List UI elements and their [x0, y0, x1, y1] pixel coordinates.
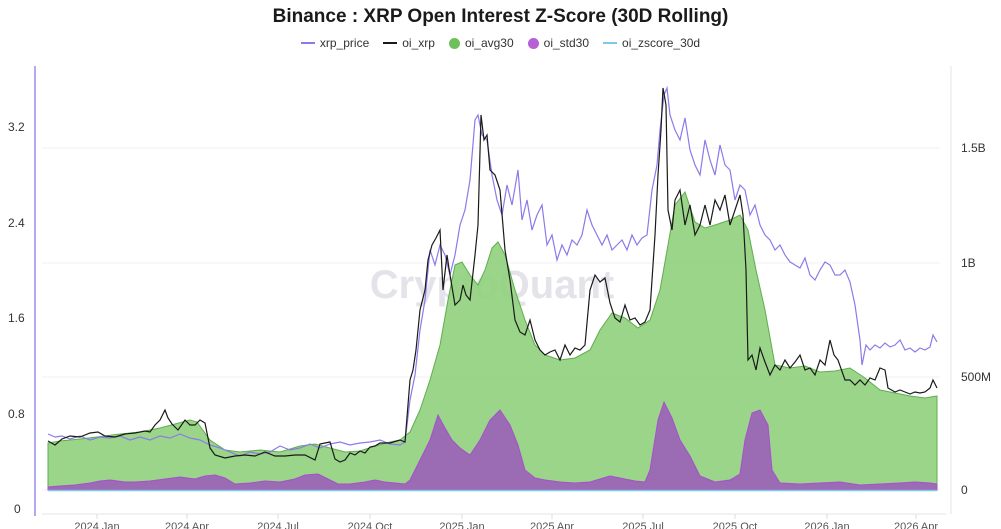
dot-swatch-icon [527, 37, 539, 49]
legend-label: oi_std30 [543, 36, 590, 50]
x-tick: 2024 Apr [165, 521, 209, 529]
legend-item-oi-zscore-30d[interactable]: oi_zscore_30d [603, 36, 700, 50]
x-tick: 2025 Oct [713, 521, 758, 529]
legend-item-oi-xrp[interactable]: oi_xrp [383, 36, 435, 50]
x-tick: 2025 Jul [622, 521, 664, 529]
legend-label: oi_avg30 [464, 36, 514, 50]
legend-item-oi-std30[interactable]: oi_std30 [527, 36, 590, 50]
legend-label: oi_zscore_30d [622, 36, 701, 50]
x-tick: 2026 Jan [804, 521, 849, 529]
chart-title: Binance : XRP Open Interest Z-Score (30D… [272, 6, 729, 27]
x-tick: 2025 Jan [439, 521, 484, 529]
line-swatch-icon [300, 42, 315, 44]
legend-item-xrp-price[interactable]: xrp_price [300, 36, 370, 50]
left-tick: 2.4 [8, 216, 25, 230]
oi-xrp-line [47, 87, 938, 463]
line-swatch-icon [383, 42, 398, 44]
x-tick: 2026 Apr [894, 521, 938, 529]
oi-std30-area [47, 400, 938, 491]
x-tick: 2024 Oct [348, 521, 393, 529]
left-tick: 0 [14, 502, 21, 516]
x-tick: 2025 Apr [530, 521, 574, 529]
legend-item-oi-avg30[interactable]: oi_avg30 [448, 36, 514, 50]
legend-label: oi_xrp [402, 36, 435, 50]
x-tick: 2024 Jan [74, 521, 119, 529]
legend-label: xrp_price [319, 36, 370, 50]
x-axis-ticks: 2024 Jan 2024 Apr 2024 Jul 2024 Oct 2025… [74, 521, 938, 529]
right-axis-ticks: 1.5B 1B 500M 0 [961, 141, 991, 497]
right-tick: 0 [961, 483, 968, 497]
oi-avg30-area [47, 190, 938, 491]
left-tick: 1.6 [8, 311, 25, 325]
left-tick: 3.2 [8, 120, 25, 134]
right-tick: 1.5B [961, 141, 986, 155]
right-tick: 1B [961, 256, 976, 270]
right-tick: 500M [961, 370, 991, 384]
left-tick: 0.8 [8, 407, 25, 421]
line-swatch-icon [603, 42, 618, 44]
x-tick-marks [96, 514, 917, 519]
dot-swatch-icon [448, 37, 460, 49]
chart-legend: xrp_price oi_xrp oi_avg30 oi_std30 oi_zs… [0, 36, 1001, 50]
left-axis-ticks: 3.2 2.4 1.6 0.8 0 [8, 120, 25, 516]
x-tick: 2024 Jul [257, 521, 299, 529]
xrp-price-line [47, 85, 938, 457]
